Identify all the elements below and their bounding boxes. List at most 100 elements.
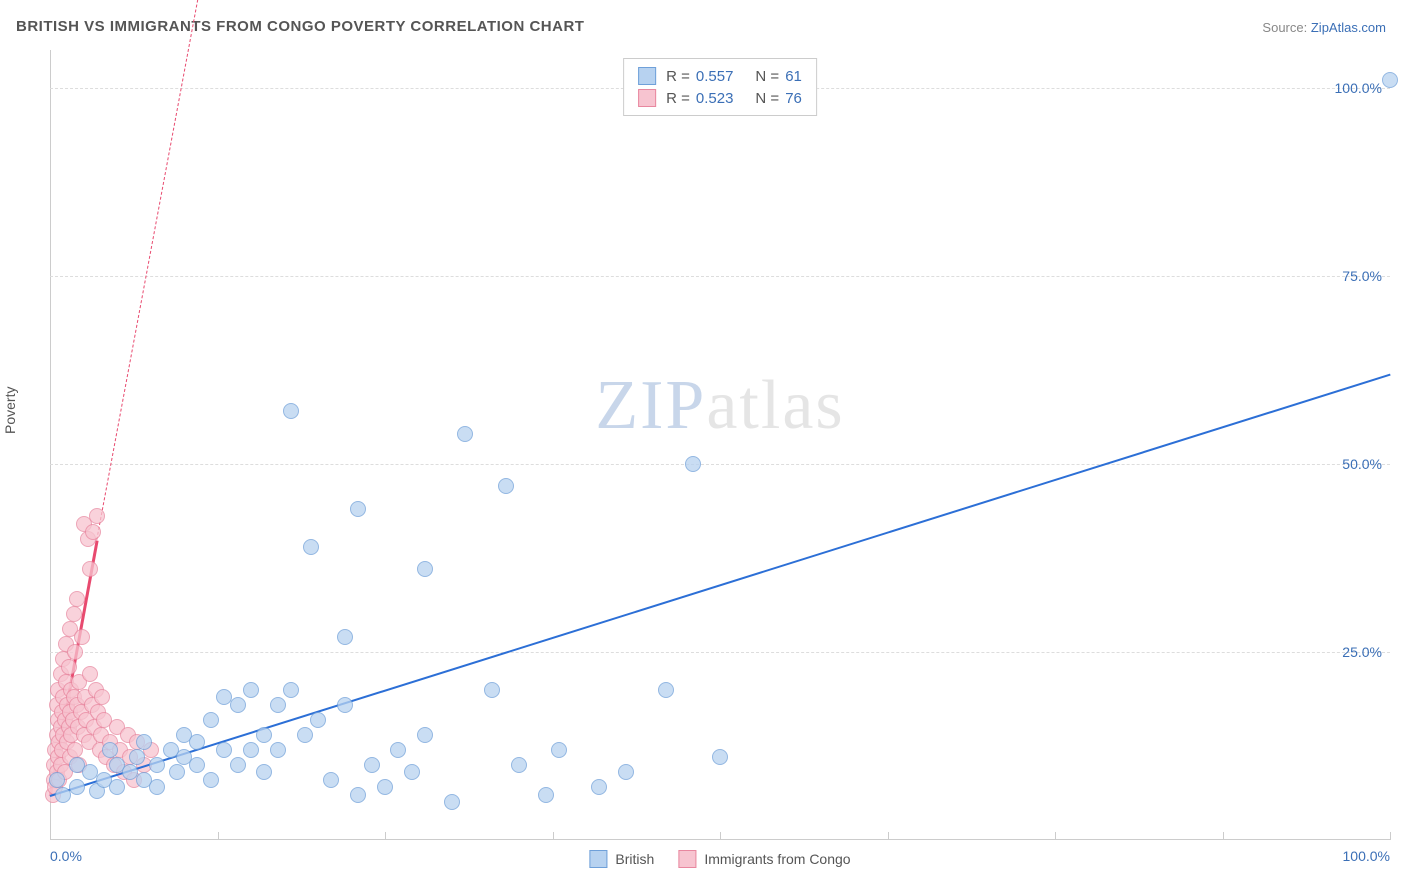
data-point: [89, 508, 105, 524]
x-tick-mark: [1390, 832, 1391, 840]
data-point: [169, 764, 185, 780]
legend-label: British: [615, 851, 654, 867]
chart-area: ZIPatlas 25.0%50.0%75.0%100.0%0.0%100.0%…: [50, 50, 1390, 840]
x-tick-mark: [720, 832, 721, 840]
data-point: [484, 682, 500, 698]
data-point: [350, 787, 366, 803]
data-point: [74, 629, 90, 645]
data-point: [149, 757, 165, 773]
data-point: [66, 606, 82, 622]
data-point: [243, 742, 259, 758]
gridline: [50, 276, 1390, 277]
data-point: [129, 749, 145, 765]
data-point: [136, 734, 152, 750]
data-point: [283, 682, 299, 698]
data-point: [109, 779, 125, 795]
data-point: [270, 697, 286, 713]
x-tick-mark: [218, 832, 219, 840]
data-point: [658, 682, 674, 698]
data-point: [69, 591, 85, 607]
data-point: [1382, 72, 1398, 88]
stats-r: R =0.523: [666, 90, 733, 107]
gridline: [50, 464, 1390, 465]
data-point: [270, 742, 286, 758]
x-tick-mark: [385, 832, 386, 840]
x-tick-mark: [888, 832, 889, 840]
data-point: [591, 779, 607, 795]
data-point: [149, 779, 165, 795]
data-point: [444, 794, 460, 810]
data-point: [189, 757, 205, 773]
data-point: [85, 524, 101, 540]
data-point: [230, 757, 246, 773]
data-point: [457, 426, 473, 442]
legend-label: Immigrants from Congo: [704, 851, 850, 867]
legend-item: Immigrants from Congo: [678, 850, 850, 868]
y-tick-label: 100.0%: [1335, 80, 1382, 96]
data-point: [256, 764, 272, 780]
chart-title: BRITISH VS IMMIGRANTS FROM CONGO POVERTY…: [16, 18, 584, 35]
data-point: [203, 712, 219, 728]
data-point: [49, 772, 65, 788]
data-point: [67, 644, 83, 660]
data-point: [256, 727, 272, 743]
data-point: [404, 764, 420, 780]
stats-swatch: [638, 89, 656, 107]
x-tick-mark: [553, 832, 554, 840]
source-link[interactable]: ZipAtlas.com: [1311, 20, 1386, 35]
data-point: [350, 501, 366, 517]
data-point: [303, 539, 319, 555]
data-point: [69, 779, 85, 795]
watermark-zip: ZIP: [595, 367, 706, 444]
data-point: [511, 757, 527, 773]
legend-item: British: [589, 850, 654, 868]
data-point: [94, 689, 110, 705]
data-point: [337, 629, 353, 645]
stats-n: N =76: [755, 90, 801, 107]
data-point: [310, 712, 326, 728]
legend-swatch: [678, 850, 696, 868]
stats-n: N =61: [755, 68, 801, 85]
data-point: [364, 757, 380, 773]
data-point: [712, 749, 728, 765]
stats-row: R =0.557 N =61: [638, 65, 802, 87]
legend-swatch: [589, 850, 607, 868]
data-point: [61, 659, 77, 675]
data-point: [417, 727, 433, 743]
stats-row: R =0.523 N =76: [638, 87, 802, 109]
data-point: [82, 561, 98, 577]
source-attribution: Source: ZipAtlas.com: [1262, 20, 1386, 35]
data-point: [189, 734, 205, 750]
legend-bottom: British Immigrants from Congo: [589, 850, 850, 868]
data-point: [82, 666, 98, 682]
data-point: [618, 764, 634, 780]
data-point: [377, 779, 393, 795]
data-point: [283, 403, 299, 419]
data-point: [323, 772, 339, 788]
x-tick-label: 0.0%: [50, 848, 82, 864]
source-label: Source:: [1262, 20, 1307, 35]
y-axis-label: Poverty: [2, 387, 18, 434]
watermark: ZIPatlas: [595, 366, 844, 446]
trendline: [50, 374, 1391, 797]
x-tick-label: 100.0%: [1343, 848, 1390, 864]
stats-swatch: [638, 67, 656, 85]
x-tick-mark: [1055, 832, 1056, 840]
data-point: [417, 561, 433, 577]
data-point: [551, 742, 567, 758]
stats-box: R =0.557 N =61 R =0.523 N =76: [623, 58, 817, 116]
y-tick-label: 75.0%: [1342, 268, 1382, 284]
data-point: [297, 727, 313, 743]
x-tick-mark: [1223, 832, 1224, 840]
data-point: [498, 478, 514, 494]
data-point: [216, 742, 232, 758]
stats-r: R =0.557: [666, 68, 733, 85]
data-point: [390, 742, 406, 758]
data-point: [102, 742, 118, 758]
data-point: [230, 697, 246, 713]
y-tick-label: 50.0%: [1342, 456, 1382, 472]
data-point: [243, 682, 259, 698]
data-point: [203, 772, 219, 788]
trendline-extrapolated: [96, 0, 238, 540]
data-point: [337, 697, 353, 713]
